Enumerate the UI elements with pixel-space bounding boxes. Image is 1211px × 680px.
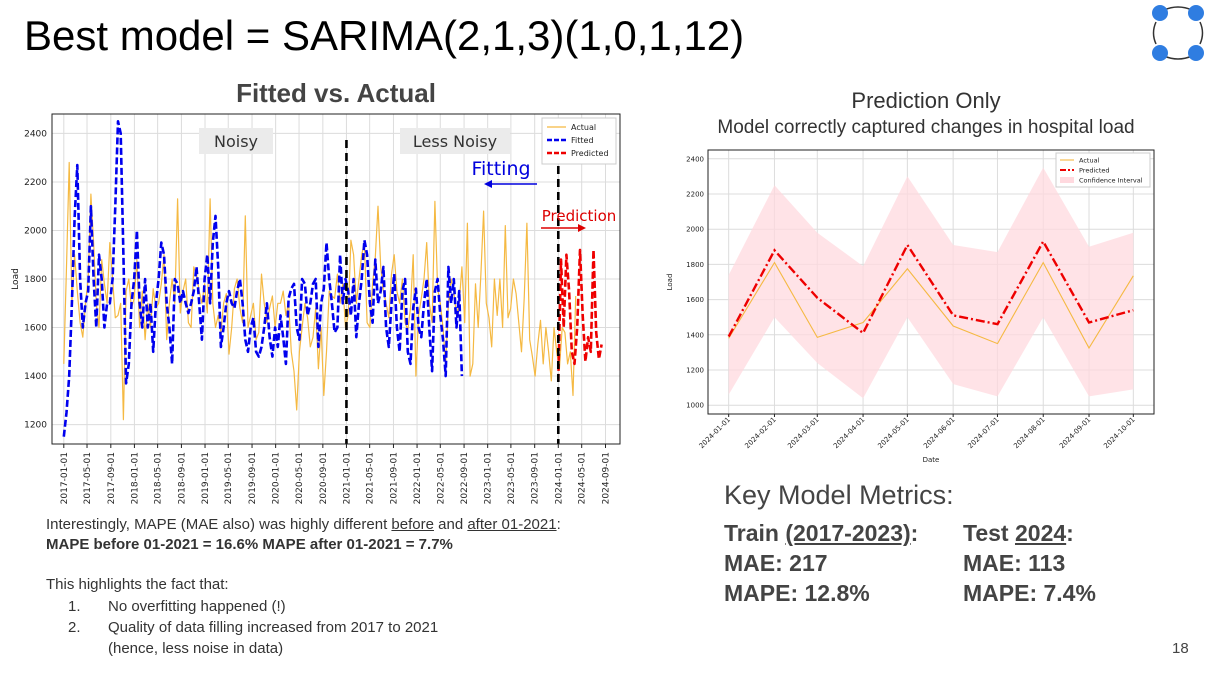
legend-label: Predicted [571,149,609,158]
x-tick-label: 2018-09-01 [177,452,187,504]
right-chart-title: Prediction Only [851,88,1001,113]
prediction-arrow-head [578,224,586,232]
left-legend: Actual Fitted Predicted [541,117,617,165]
x-tick-label: 2017-09-01 [107,452,117,504]
mape-comparison: MAPE before 01-2021 = 16.6% MAPE after 0… [46,536,453,553]
x-tick-label: 2022-05-01 [436,452,446,504]
y-tick-label: 2000 [686,226,704,234]
x-tick-label: 2024-04-01 [832,416,866,450]
y-tick-label: 2000 [24,226,47,236]
legend-label: Predicted [1079,167,1110,175]
y-tick-label: 2400 [686,155,704,163]
y-axis-label: Load [11,268,21,290]
x-tick-label: 2024-09-01 [1058,416,1092,450]
train-metrics-label: Train (2017-2023): [724,520,919,546]
y-tick-label: 2200 [686,191,704,199]
noisy-label-box [199,128,273,154]
y-tick-label: 2400 [24,129,47,139]
x-tick-label: 2017-05-01 [83,452,93,504]
x-tick-label: 2018-05-01 [154,452,164,504]
x-tick-label: 2023-05-01 [507,452,517,504]
legend-label: Fitted [571,136,594,145]
x-tick-label: 2024-05-01 [876,416,910,450]
test-mae: MAE: 113 [963,550,1066,576]
train-mape: MAPE: 12.8% [724,580,870,606]
x-tick-label: 2019-09-01 [248,452,258,504]
x-tick-label: 2021-09-01 [389,452,399,504]
list-item-continuation: (hence, less noise in data) [108,640,284,657]
x-tick-label: 2024-01-01 [698,416,732,450]
x-tick-label: 2024-05-01 [578,452,588,504]
x-tick-label: 2024-09-01 [601,452,611,504]
plot-frame [707,149,1155,415]
slide-title: Best model = SARIMA(2,1,3)(1,0,1,12) [24,12,745,59]
y-tick-label: 1600 [686,296,704,304]
legend-label: Confidence Interval [1079,177,1143,185]
legend-swatch [1060,177,1074,183]
x-tick-label: 2024-08-01 [1012,416,1046,450]
metrics-heading: Key Model Metrics: [724,480,954,510]
x-tick-label: 2021-05-01 [366,452,376,504]
x-tick-label: 2019-01-01 [201,452,211,504]
logo [1152,5,1204,61]
x-tick-label: 2024-06-01 [922,416,956,450]
x-tick-label: 2020-01-01 [272,452,282,504]
series-fitted [62,120,464,437]
y-tick-label: 1600 [24,324,47,334]
y-tick-label: 1000 [686,402,704,410]
series-predicted [557,248,603,381]
less-noisy-label: Less Noisy [413,132,497,151]
fitting-arrow-head [484,180,492,188]
page-number: 18 [1172,640,1189,657]
x-tick-label: 2023-01-01 [484,452,494,504]
fitting-label: Fitting [471,158,530,180]
series-actual [728,261,1134,350]
y-tick-label: 1800 [24,275,47,285]
y-tick-label: 2200 [24,178,47,188]
x-tick-label: 2018-01-01 [130,452,140,504]
x-tick-label: 2024-03-01 [786,416,820,450]
y-tick-label: 1200 [24,421,47,431]
y-tick-label: 1400 [24,372,47,382]
x-tick-label: 2020-05-01 [295,452,305,504]
x-tick-label: 2022-09-01 [460,452,470,504]
x-tick-label: 2017-01-01 [60,452,70,504]
less-noisy-label-box [400,128,510,154]
series-actual [63,161,577,421]
fitted-vs-actual-chart: 1200 1400 1600 1800 2000 2200 2400 2017-01-01 20… [11,113,621,504]
x-axis-label: Date [923,456,940,464]
right-chart-subtitle: Model correctly captured changes in hosp… [717,117,1135,138]
prediction-label: Prediction [542,207,617,225]
x-tick-label: 2020-09-01 [319,452,329,504]
plot-area [62,120,603,437]
series-predicted [727,239,1134,338]
mape-note: Interestingly, MAPE (MAE also) was highl… [46,516,561,533]
x-tick-label: 2019-05-01 [224,452,234,504]
test-metrics-label: Test 2024: [963,520,1074,546]
noisy-label: Noisy [214,132,258,151]
x-tick-label: 2024-01-01 [554,452,564,504]
x-tick-label: 2023-09-01 [531,452,541,504]
x-tick-label: 2024-10-01 [1102,416,1136,450]
right-legend: Actual Predicted Confidence Interval [1055,152,1151,188]
legend-label: Actual [571,123,596,132]
train-mae: MAE: 217 [724,550,828,576]
legend-label: Actual [1079,157,1100,165]
y-axis-label: Load [666,274,674,291]
x-tick-label: 2024-07-01 [966,416,1000,450]
x-tick-label: 2021-01-01 [342,452,352,504]
plot-frame [51,113,621,445]
left-chart-title: Fitted vs. Actual [236,78,436,108]
highlights-intro: This highlights the fact that: [46,576,229,593]
x-tick-label: 2022-01-01 [413,452,423,504]
x-tick-label: 2024-02-01 [743,416,777,450]
y-tick-label: 1400 [686,331,704,339]
y-tick-label: 1800 [686,261,704,269]
prediction-only-chart: 1000 1200 1400 1600 1800 2000 2200 2400 2024-01-… [666,149,1155,464]
y-tick-label: 1200 [686,367,704,375]
test-mape: MAPE: 7.4% [963,580,1096,606]
